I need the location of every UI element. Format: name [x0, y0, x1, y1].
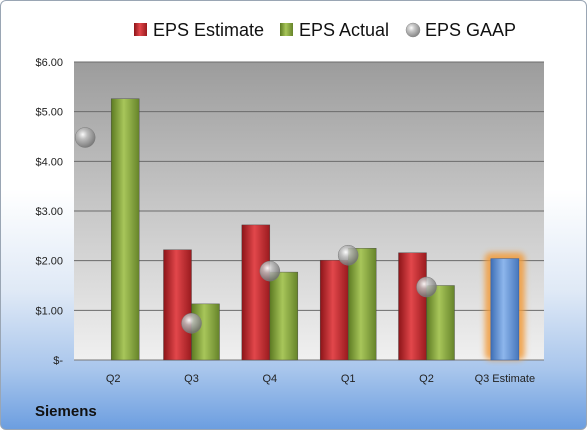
y-axis-ticks: $- $1.00 $2.00 $3.00 $4.00 $5.00 $6.00 — [35, 57, 63, 367]
gaap-marker — [259, 260, 281, 282]
bar-eps-estimate — [319, 259, 349, 361]
y-tick-label: $4.00 — [35, 156, 63, 168]
bar-eps-actual — [426, 285, 455, 361]
bar-eps-estimate — [241, 224, 271, 361]
gaap-marker — [337, 244, 359, 266]
x-tick-label: Q3 Estimate — [475, 373, 536, 385]
y-tick-label: $2.00 — [35, 256, 63, 268]
x-tick-label: Q2 — [106, 373, 121, 385]
y-tick-label: $5.00 — [35, 107, 63, 119]
x-tick-label: Q4 — [262, 373, 277, 385]
bar-eps-estimate — [163, 249, 192, 361]
legend-label: EPS GAAP — [425, 20, 516, 40]
gaap-markers — [74, 127, 437, 334]
bar-q3-estimate — [490, 258, 520, 361]
gaap-marker — [181, 312, 202, 334]
legend-swatch — [134, 23, 147, 36]
bar-eps-actual — [110, 98, 140, 361]
legend-label: EPS Estimate — [153, 20, 264, 40]
bar-eps-actual — [269, 271, 299, 361]
x-axis-ticks: Q2 Q3 Q4 Q1 Q2 Q3 Estimate — [106, 373, 535, 385]
y-tick-label: $- — [53, 355, 63, 367]
x-tick-label: Q3 — [184, 373, 199, 385]
y-tick-label: $6.00 — [35, 57, 63, 69]
legend: EPS Estimate EPS Actual EPS GAAP — [134, 20, 516, 40]
x-tick-label: Q1 — [341, 373, 356, 385]
gaap-marker — [74, 127, 96, 148]
x-tick-label: Q2 — [419, 373, 434, 385]
gridlines — [74, 61, 544, 361]
bars — [110, 98, 525, 361]
legend-label: EPS Actual — [299, 20, 389, 40]
legend-swatch — [280, 23, 293, 36]
bar-eps-actual — [347, 248, 377, 361]
gaap-marker — [416, 276, 437, 298]
legend-marker-gaap-icon — [405, 22, 421, 38]
company-name: Siemens — [35, 403, 97, 420]
y-tick-label: $1.00 — [35, 305, 63, 317]
bar-eps-estimate — [398, 252, 427, 361]
y-tick-label: $3.00 — [35, 206, 63, 218]
